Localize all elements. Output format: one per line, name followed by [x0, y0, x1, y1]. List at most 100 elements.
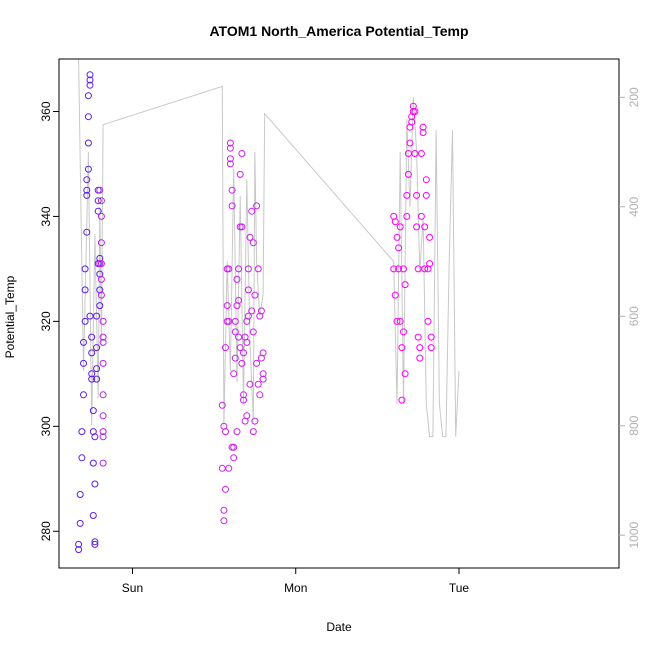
data-point [240, 396, 247, 404]
right-tick-label: 200 [627, 87, 641, 107]
data-point [413, 191, 421, 199]
data-point [97, 260, 105, 268]
data-point [419, 129, 427, 136]
data-point [421, 265, 429, 273]
data-point [413, 223, 421, 231]
data-point [254, 380, 262, 388]
data-point [93, 344, 101, 352]
data-point [91, 480, 99, 488]
data-point [80, 359, 87, 367]
data-point [400, 328, 407, 336]
data-point [84, 92, 92, 100]
data-point [257, 307, 265, 315]
data-point [233, 428, 241, 436]
data-point [78, 454, 86, 462]
data-point [97, 197, 105, 205]
data-point [231, 354, 239, 362]
data-point [427, 344, 435, 352]
data-point [94, 207, 102, 215]
data-point [417, 212, 425, 220]
data-point [391, 218, 399, 226]
data-point [231, 328, 239, 336]
data-point [248, 207, 256, 215]
data-point [222, 485, 229, 493]
data-point [96, 302, 104, 310]
chart-title: ATOM1 North_America Potential_Temp [209, 23, 468, 39]
data-point [249, 239, 257, 247]
data-point [259, 375, 267, 383]
data-point [99, 412, 107, 420]
data-point [396, 317, 404, 325]
data-point [93, 375, 101, 383]
data-point [408, 118, 416, 126]
data-point [220, 517, 228, 525]
data-point [75, 540, 83, 548]
data-point [226, 160, 234, 168]
data-point [422, 176, 430, 184]
data-point [83, 228, 91, 236]
data-point [236, 170, 244, 178]
data-point [251, 417, 259, 425]
data-point [424, 317, 432, 325]
data-point [222, 428, 229, 436]
data-point [421, 223, 429, 231]
data-point [393, 317, 401, 325]
data-point [93, 365, 101, 373]
data-point [391, 291, 399, 299]
data-point [222, 344, 229, 352]
data-point [81, 265, 89, 273]
data-point [253, 359, 261, 367]
data-point [238, 150, 246, 157]
data-point [249, 428, 257, 436]
data-point [86, 312, 94, 320]
data-point [427, 333, 435, 341]
data-point [220, 506, 228, 514]
data-point [228, 186, 236, 194]
data-point [401, 281, 409, 289]
data-point [88, 375, 96, 383]
data-point [253, 202, 261, 210]
data-point [398, 344, 406, 352]
data-point [99, 459, 107, 467]
x-tick-label: Mon [284, 581, 307, 595]
data-point [225, 464, 233, 472]
y-tick-label: 320 [39, 311, 53, 331]
data-point [80, 391, 87, 399]
y-tick-label: 340 [39, 206, 53, 226]
data-point [403, 212, 411, 220]
data-point [406, 139, 414, 147]
data-point [97, 212, 105, 220]
data-point [96, 186, 104, 194]
data-point [83, 176, 91, 184]
data-point [398, 396, 406, 404]
data-point [76, 519, 84, 527]
data-point [238, 359, 246, 367]
right-tick-label: 600 [627, 306, 641, 326]
data-point [254, 265, 262, 273]
plot-area [75, 58, 460, 554]
data-point [426, 233, 434, 241]
data-point [88, 370, 96, 378]
right-tick-label: 800 [627, 415, 641, 435]
data-point [226, 144, 234, 152]
data-point [249, 328, 257, 336]
data-point [416, 344, 424, 352]
data-point [231, 317, 239, 325]
data-point [84, 165, 92, 173]
data-point [395, 265, 403, 273]
data-point [84, 113, 92, 121]
data-point [97, 239, 105, 247]
data-point [99, 317, 107, 325]
data-point [390, 265, 398, 273]
data-point [401, 370, 409, 378]
data-point [251, 291, 259, 299]
data-point [230, 370, 238, 378]
right-tick-label: 1000 [627, 521, 641, 548]
data-point [233, 275, 241, 283]
data-point [244, 286, 252, 294]
data-point [88, 333, 96, 341]
data-point [246, 380, 254, 388]
data-point [238, 223, 246, 231]
data-point [83, 186, 91, 194]
